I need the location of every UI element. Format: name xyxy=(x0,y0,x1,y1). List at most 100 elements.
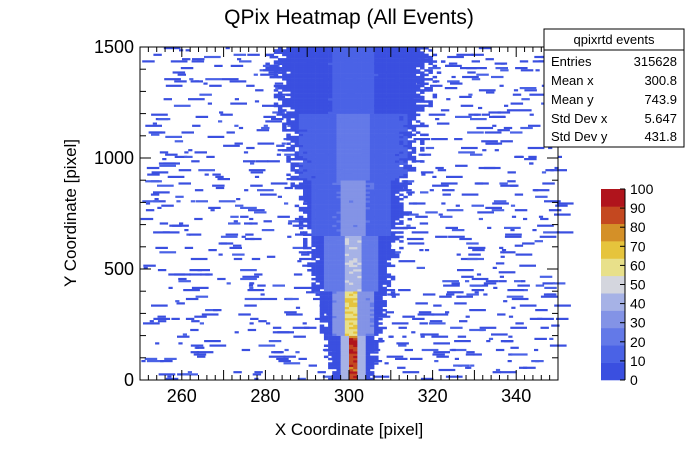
heatmap-cell xyxy=(340,64,346,68)
heatmap-cell xyxy=(311,124,316,128)
heatmap-cell xyxy=(294,102,300,106)
heatmap-cell xyxy=(344,328,350,332)
heatmap-cell xyxy=(311,177,316,181)
color-scale-swatch xyxy=(601,241,625,259)
heatmap-cell xyxy=(336,213,341,217)
heatmap-cell xyxy=(390,217,396,221)
heatmap-cell xyxy=(344,342,350,345)
heatmap-cell xyxy=(298,66,304,70)
heatmap-cell xyxy=(357,242,362,245)
heatmap-cell xyxy=(399,71,404,74)
heatmap-cell xyxy=(386,146,392,150)
heatmap-cell xyxy=(349,160,354,163)
heatmap-cell xyxy=(361,362,367,365)
heatmap-cell xyxy=(374,146,379,150)
heatmap-cell xyxy=(197,355,206,358)
heatmap-cell xyxy=(282,149,287,152)
heatmap-cell xyxy=(369,180,375,183)
heatmap-cell xyxy=(365,120,371,123)
heatmap-cell xyxy=(340,106,346,110)
heatmap-cell xyxy=(403,109,408,112)
heatmap-cell xyxy=(323,222,329,225)
heatmap-cell xyxy=(332,249,337,252)
heatmap-cell xyxy=(374,193,379,197)
heatmap-cell xyxy=(319,197,325,201)
heatmap-cell xyxy=(390,155,396,159)
heatmap-cell xyxy=(361,111,367,114)
heatmap-cell xyxy=(402,335,407,338)
heatmap-cell xyxy=(295,351,300,354)
heatmap-cell xyxy=(520,126,533,130)
heatmap-cell xyxy=(390,237,396,241)
heatmap-cell xyxy=(447,55,464,59)
heatmap-cell xyxy=(328,122,333,125)
heatmap-cell xyxy=(340,115,346,119)
heatmap-cell xyxy=(344,275,350,279)
heatmap-cell xyxy=(357,104,362,108)
heatmap-cell xyxy=(519,264,536,267)
heatmap-cell xyxy=(353,242,358,245)
heatmap-cell xyxy=(267,160,280,163)
heatmap-cell xyxy=(258,320,267,323)
heatmap-cell xyxy=(328,215,333,219)
heatmap-cell xyxy=(323,66,329,70)
heatmap-cell xyxy=(344,371,350,374)
heatmap-cell xyxy=(336,109,341,112)
heatmap-cell xyxy=(365,62,371,66)
heatmap-cell xyxy=(378,322,383,325)
heatmap-cell xyxy=(386,162,392,165)
heatmap-cell xyxy=(323,337,329,341)
heatmap-cell xyxy=(399,197,404,201)
heatmap-cell xyxy=(378,78,383,81)
heatmap-cell xyxy=(542,182,555,185)
heatmap-cell xyxy=(315,71,321,74)
heatmap-cell xyxy=(374,66,379,70)
heatmap-cell xyxy=(290,162,295,165)
heatmap-cell xyxy=(323,231,329,234)
heatmap-cell xyxy=(349,75,354,79)
heatmap-cell xyxy=(407,146,412,150)
heatmap-cell xyxy=(374,246,379,250)
heatmap-cell xyxy=(178,280,191,283)
heatmap-cell xyxy=(293,273,303,276)
heatmap-cell xyxy=(357,155,362,159)
heatmap-cell xyxy=(340,308,346,312)
heatmap-cell xyxy=(328,335,333,339)
heatmap-cell xyxy=(272,284,285,287)
heatmap-cell xyxy=(303,122,308,125)
heatmap-cell xyxy=(357,146,362,150)
heatmap-cell xyxy=(336,118,341,121)
heatmap-cell xyxy=(369,377,375,381)
heatmap-cell xyxy=(407,104,412,108)
heatmap-cell xyxy=(340,91,346,94)
heatmap-cell xyxy=(378,186,383,190)
heatmap-cell xyxy=(323,75,329,79)
heatmap-cell xyxy=(328,233,333,236)
heatmap-cell xyxy=(340,80,346,83)
heatmap-cell xyxy=(394,100,400,103)
heatmap-cell xyxy=(454,302,467,305)
heatmap-cell xyxy=(319,217,325,221)
heatmap-cell xyxy=(349,273,354,276)
heatmap-cell xyxy=(277,60,283,63)
heatmap-cell xyxy=(394,84,400,88)
heatmap-cell xyxy=(290,69,295,72)
heatmap-cell xyxy=(319,275,325,279)
heatmap-cell xyxy=(365,91,371,94)
heatmap-cell xyxy=(303,193,308,197)
heatmap-cell xyxy=(311,222,316,225)
heatmap-cell xyxy=(457,335,467,338)
heatmap-cell xyxy=(407,84,412,88)
heatmap-cell xyxy=(336,333,341,336)
heatmap-cell xyxy=(369,280,375,283)
heatmap-cell xyxy=(365,244,371,248)
heatmap-cell xyxy=(303,124,308,128)
heatmap-cell xyxy=(493,200,507,203)
heatmap-cell xyxy=(332,348,337,352)
heatmap-cell xyxy=(419,222,429,225)
heatmap-cell xyxy=(298,222,304,225)
heatmap-cell xyxy=(420,84,425,88)
heatmap-cell xyxy=(319,182,325,185)
heatmap-cell xyxy=(382,51,387,54)
